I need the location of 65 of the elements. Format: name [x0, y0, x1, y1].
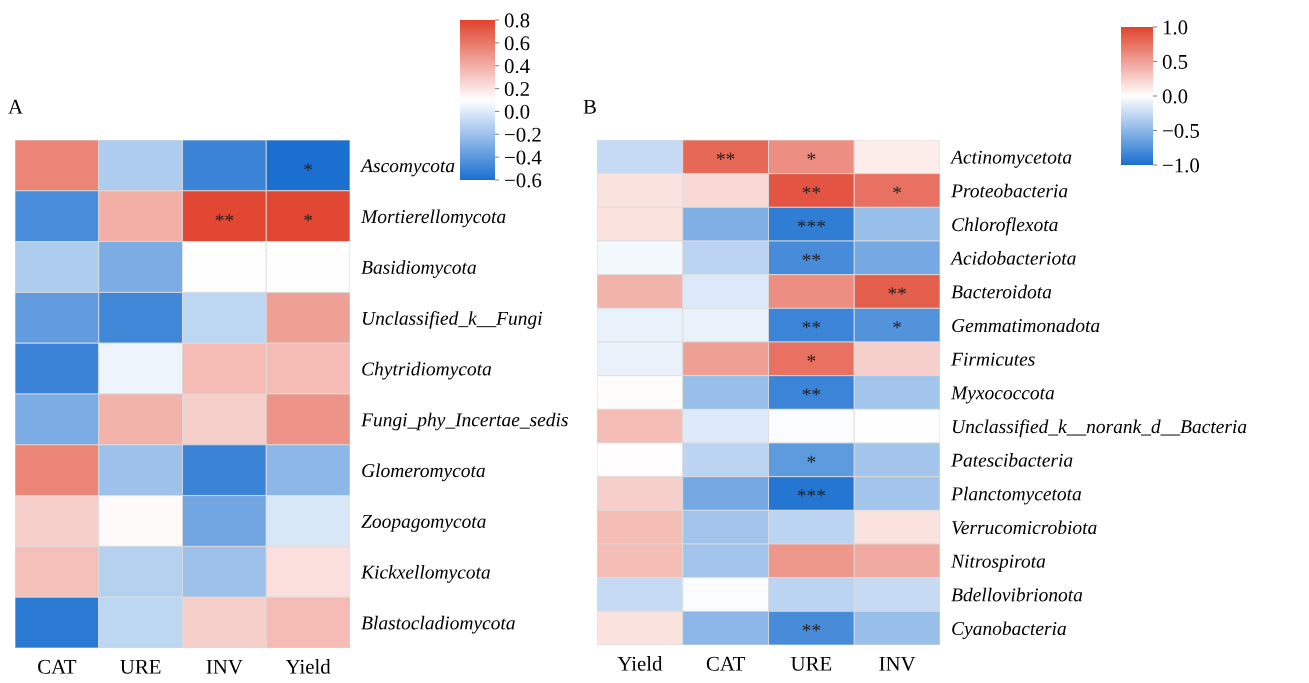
x-tick-label: INV [879, 656, 916, 671]
y-tick-label: Proteobacteria [951, 183, 1068, 198]
y-tick-label: Cyanobacteria [952, 621, 1066, 640]
data-label: * [893, 186, 902, 194]
color-bar-label: 0.0 [1162, 89, 1188, 104]
y-tick-label: Unclassified_k__norank_d__Bacteria [952, 419, 1247, 438]
x-tick-label: Yield [285, 659, 331, 674]
y-tick-label: Glomeromycota [362, 463, 485, 482]
x-tick-label: CAT [38, 659, 77, 674]
color-bar-label: −1.0 [1163, 158, 1200, 173]
y-tick-label: Bdellovibrionota [951, 587, 1083, 602]
data-label: * [807, 455, 816, 463]
data-label: * [807, 354, 816, 362]
y-tick-label: Bacteroidota [951, 284, 1052, 299]
color-bar-label: −0.4 [505, 150, 542, 165]
color-bar-label: 0.4 [504, 59, 530, 74]
y-tick-label: Ascomycota [360, 159, 455, 177]
color-bar-label: 0.2 [504, 81, 529, 97]
y-tick-label: Actinomycetota [950, 150, 1072, 168]
y-tick-label: Basidiomycota [361, 260, 476, 278]
y-tick-label: Kickxellomycota [360, 565, 490, 583]
color-bar-label: −0.2 [505, 127, 541, 142]
y-tick-label: Firmicutes [951, 352, 1035, 366]
data-label: ** [716, 152, 735, 160]
y-tick-label: Blastocladiomycota [361, 615, 515, 634]
x-tick-label: CAT [706, 656, 745, 671]
y-tick-label: Mortierellomycota [360, 209, 506, 228]
data-label: ** [888, 287, 906, 295]
data-label: * [893, 321, 902, 329]
chart-title: B [583, 99, 596, 114]
y-tick-label: Nitrospirota [950, 554, 1046, 572]
data-label: ** [802, 388, 821, 396]
data-label: * [304, 163, 313, 171]
y-tick-label: Planctomycetota [951, 486, 1082, 505]
data-label: * [807, 152, 816, 160]
color-bar-label: 0.8 [504, 13, 530, 28]
data-label: ** [802, 186, 821, 194]
x-tick-label: URE [790, 656, 832, 671]
data-label: ** [802, 253, 821, 261]
y-tick-label: Fungi_phy_Incertae_sedis [361, 412, 568, 431]
x-tick-label: Yield [617, 656, 663, 671]
y-tick-label: Acidobacteriota [950, 251, 1076, 265]
color-bar-label: 1.0 [1163, 20, 1188, 35]
x-tick-label: INV [206, 659, 243, 674]
data-label: ** [215, 214, 234, 222]
x-tick-label: URE [120, 659, 161, 674]
y-tick-label: Myxococcota [950, 386, 1055, 404]
y-tick-label: Chloroflexota [952, 217, 1058, 236]
color-bar-label: 0.6 [504, 36, 530, 51]
chart-title: A [8, 99, 23, 114]
y-tick-label: Zoopagomycota [361, 514, 486, 532]
y-tick-label: Verrucomicrobiota [952, 520, 1097, 535]
y-tick-label: Chytridiomycota [362, 361, 492, 380]
color-bar-label: −0.5 [1163, 123, 1199, 139]
color-bar-label: 0.5 [1162, 54, 1188, 70]
data-label: *** [797, 220, 826, 228]
y-tick-label: Patescibacteria [951, 453, 1073, 467]
data-label: * [304, 214, 313, 222]
data-label: ** [802, 624, 821, 632]
data-label: *** [797, 489, 826, 497]
y-tick-label: Gemmatimonadota [952, 318, 1100, 333]
y-tick-label: Unclassified_k__Fungi [362, 310, 542, 329]
data-label: ** [802, 321, 821, 329]
color-bar-label: 0.0 [504, 104, 530, 119]
color-bar-label: −0.6 [505, 173, 542, 188]
